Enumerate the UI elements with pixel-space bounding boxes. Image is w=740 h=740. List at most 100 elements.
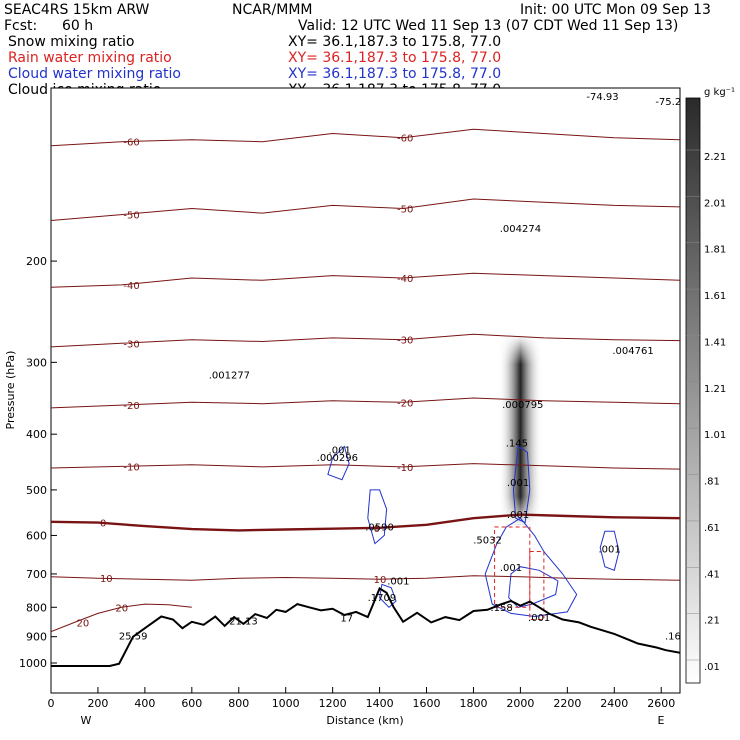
colorbar-label: 2.21 <box>704 152 726 163</box>
max-value-label: .16 <box>665 631 681 642</box>
terrain-line <box>51 587 680 667</box>
max-value-label: .158 <box>490 603 512 614</box>
max-value-label: .001 <box>500 563 522 574</box>
max-value-label: 21.13 <box>229 616 258 627</box>
temperature-contour-label: 20 <box>76 618 89 629</box>
temperature-contour-label: -40 <box>397 274 413 285</box>
colorbar-label: .81 <box>704 477 720 488</box>
max-value-label: .5032 <box>473 536 502 547</box>
x-tick-label: 400 <box>134 697 155 710</box>
y-tick-label: 900 <box>26 631 47 644</box>
y-tick-label: 600 <box>26 529 47 542</box>
temperature-contour--20 <box>51 397 680 409</box>
max-value-label: .001 <box>598 545 620 556</box>
field-xy-cloud-water: XY= 36.1,187.3 to 175.8, 77.0 <box>288 66 501 82</box>
y-tick-label: 200 <box>26 255 47 268</box>
x-tick-label: 1200 <box>319 697 347 710</box>
temperature-contour--40 <box>51 272 680 288</box>
colorbar-label: 1.41 <box>704 337 726 348</box>
max-value-label: 25.59 <box>119 631 148 642</box>
temperature-contour-label: 10 <box>374 575 387 586</box>
field-name-rain: Rain water mixing ratio <box>8 50 172 66</box>
plot-frame <box>50 87 681 694</box>
x-tick-label: 2000 <box>506 697 534 710</box>
max-value-label: .145 <box>506 438 528 449</box>
max-value-label: .000795 <box>502 400 543 411</box>
colorbar-label: .01 <box>704 662 720 673</box>
temperature-contour-label: 0 <box>100 519 106 530</box>
x-axis-west-label: W <box>81 714 92 727</box>
max-value-label: .001 <box>387 576 409 587</box>
temperature-contour-label: 0 <box>374 524 380 535</box>
colorbar-unit: g kg⁻¹ <box>704 87 735 98</box>
temperature-contour-10 <box>51 575 680 581</box>
temperature-contour--60 <box>51 128 680 147</box>
forecast-label: Fcst: <box>4 18 37 34</box>
colorbar-label: .21 <box>704 616 720 627</box>
temperature-contour-label: -60 <box>123 138 139 149</box>
colorbar-label: 2.01 <box>704 198 726 209</box>
x-tick-label: 200 <box>87 697 108 710</box>
cloud-water-contour <box>327 445 350 481</box>
max-value-label: 17 <box>340 614 353 625</box>
x-axis-title: Distance (km) <box>326 714 403 727</box>
temperature-contour-0 <box>51 513 680 532</box>
colorbar-label: 1.21 <box>704 384 726 395</box>
forecast-hours: 60 h <box>62 18 93 34</box>
temperature-contour--50 <box>51 198 680 221</box>
x-axis-east-label: E <box>658 714 665 727</box>
y-tick-label: 1000 <box>19 657 47 670</box>
colorbar-gradient <box>685 97 701 684</box>
field-xy-snow: XY= 36.1,187.3 to 175.8, 77.0 <box>288 34 501 50</box>
temperature-contour-label: 10 <box>100 574 113 585</box>
temperature-contour-20 <box>51 603 192 633</box>
cloud-water-contour <box>484 517 578 618</box>
temperature-contour-label: -50 <box>397 204 413 215</box>
max-value-label: -75.2 <box>655 97 681 108</box>
y-tick-label: 400 <box>26 428 47 441</box>
field-name-cloud-water: Cloud water mixing ratio <box>8 66 181 82</box>
cloud-water-contour <box>512 445 531 524</box>
temperature-contour--30 <box>51 333 680 348</box>
x-tick-label: 2600 <box>647 697 675 710</box>
x-tick-label: 1600 <box>413 697 441 710</box>
x-tick-label: 800 <box>228 697 249 710</box>
colorbar-label: 1.61 <box>704 291 726 302</box>
x-tick-label: 2400 <box>600 697 628 710</box>
field-name-snow: Snow mixing ratio <box>8 34 134 50</box>
max-value-label: .001 <box>528 613 550 624</box>
temperature-contour--10 <box>51 463 680 470</box>
x-tick-label: 1800 <box>459 697 487 710</box>
x-tick-label: 2200 <box>553 697 581 710</box>
y-tick-label: 500 <box>26 484 47 497</box>
colorbar-label: 1.81 <box>704 245 726 256</box>
center-label: NCAR/MMM <box>232 2 313 18</box>
y-axis-title: Pressure (hPa) <box>4 351 17 430</box>
y-tick-label: 300 <box>26 356 47 369</box>
max-value-label: .1709 <box>368 593 397 604</box>
temperature-contour-label: -60 <box>397 134 413 145</box>
max-value-label: .0590 <box>365 522 394 533</box>
colorbar-label: .41 <box>704 569 720 580</box>
field-xy-rain: XY= 36.1,187.3 to 175.8, 77.0 <box>288 50 501 66</box>
rain-water-contour <box>529 551 545 620</box>
init-time: Init: 00 UTC Mon 09 Sep 13 <box>520 2 711 18</box>
temperature-contour-label: -10 <box>123 462 139 473</box>
max-value-label: .001277 <box>209 370 250 381</box>
max-value-label: .001 <box>329 445 351 456</box>
cloud-water-contour <box>367 489 388 545</box>
temperature-contour-label: -10 <box>397 463 413 474</box>
temperature-contour-label: -30 <box>397 336 413 347</box>
valid-time: Valid: 12 UTC Wed 11 Sep 13 (07 CDT Wed … <box>298 18 678 34</box>
max-value-label: .001 <box>507 510 529 521</box>
temperature-contour-label: -20 <box>397 398 413 409</box>
max-value-label: .004761 <box>612 346 653 357</box>
temperature-contour-label: -50 <box>123 211 139 222</box>
y-tick-label: 800 <box>26 601 47 614</box>
snow-column-fade <box>498 336 543 525</box>
y-tick-label: 700 <box>26 568 47 581</box>
max-value-label: .004274 <box>500 224 541 235</box>
x-tick-label: 600 <box>181 697 202 710</box>
max-value-label: .000296 <box>317 453 358 464</box>
